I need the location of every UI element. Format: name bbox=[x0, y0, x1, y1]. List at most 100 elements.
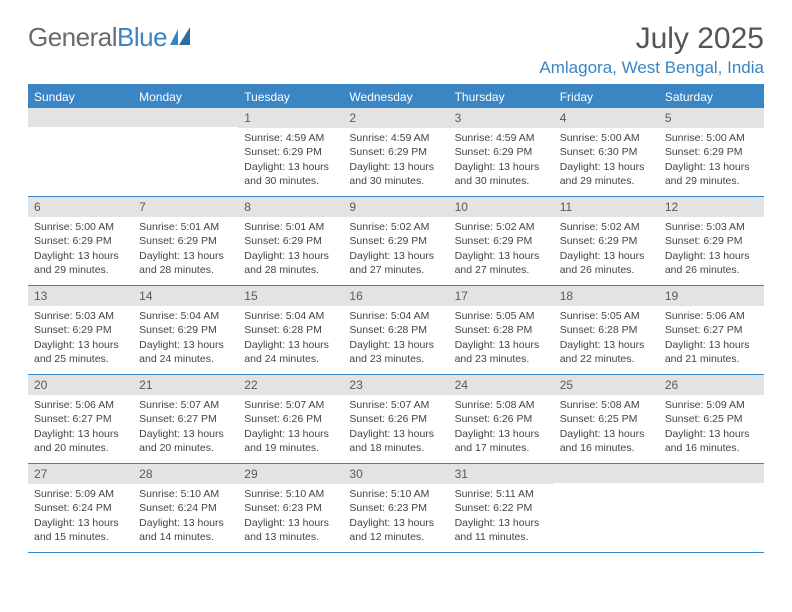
day-cell: 12Sunrise: 5:03 AMSunset: 6:29 PMDayligh… bbox=[659, 197, 764, 285]
day-line-sunrise: Sunrise: 5:09 AM bbox=[665, 398, 758, 412]
day-cell: 27Sunrise: 5:09 AMSunset: 6:24 PMDayligh… bbox=[28, 464, 133, 552]
weeks-container: 1 Sunrise: 4:59 AMSunset: 6:29 PMDaylight… bbox=[28, 108, 764, 553]
day-line-d2: and 21 minutes. bbox=[665, 352, 758, 366]
day-line-d1: Daylight: 13 hours bbox=[560, 249, 653, 263]
day-number: 29 bbox=[238, 464, 343, 484]
day-line-sunset: Sunset: 6:28 PM bbox=[244, 323, 337, 337]
day-content: Sunrise: 5:05 AMSunset: 6:28 PMDaylight:… bbox=[449, 306, 554, 372]
day-line-sunset: Sunset: 6:29 PM bbox=[560, 234, 653, 248]
day-number: 5 bbox=[659, 108, 764, 128]
day-number: 27 bbox=[28, 464, 133, 484]
logo: GeneralBlue bbox=[28, 22, 196, 53]
day-line-sunset: Sunset: 6:26 PM bbox=[244, 412, 337, 426]
day-content: Sunrise: 5:01 AMSunset: 6:29 PMDaylight:… bbox=[238, 217, 343, 283]
day-line-sunrise: Sunrise: 5:03 AM bbox=[665, 220, 758, 234]
day-line-sunset: Sunset: 6:29 PM bbox=[349, 145, 442, 159]
day-line-d1: Daylight: 13 hours bbox=[665, 338, 758, 352]
day-cell: 24Sunrise: 5:08 AMSunset: 6:26 PMDayligh… bbox=[449, 375, 554, 463]
day-number: 16 bbox=[343, 286, 448, 306]
title-block: July 2025 Amlagora, West Bengal, India bbox=[539, 22, 764, 78]
day-line-d2: and 27 minutes. bbox=[349, 263, 442, 277]
day-content: Sunrise: 5:03 AMSunset: 6:29 PMDaylight:… bbox=[659, 217, 764, 283]
day-number: 1 bbox=[238, 108, 343, 128]
day-line-d1: Daylight: 13 hours bbox=[244, 249, 337, 263]
day-header: Friday bbox=[554, 86, 659, 108]
day-line-d2: and 29 minutes. bbox=[34, 263, 127, 277]
day-line-sunset: Sunset: 6:30 PM bbox=[560, 145, 653, 159]
day-line-sunset: Sunset: 6:29 PM bbox=[665, 145, 758, 159]
day-content: Sunrise: 5:10 AMSunset: 6:24 PMDaylight:… bbox=[133, 484, 238, 550]
day-line-sunset: Sunset: 6:25 PM bbox=[560, 412, 653, 426]
day-content: Sunrise: 5:09 AMSunset: 6:24 PMDaylight:… bbox=[28, 484, 133, 550]
logo-text-blue: Blue bbox=[117, 22, 167, 53]
day-line-d1: Daylight: 13 hours bbox=[139, 338, 232, 352]
day-line-d1: Daylight: 13 hours bbox=[560, 338, 653, 352]
day-line-d1: Daylight: 13 hours bbox=[349, 249, 442, 263]
day-line-d2: and 30 minutes. bbox=[349, 174, 442, 188]
day-line-sunset: Sunset: 6:24 PM bbox=[34, 501, 127, 515]
day-cell: 15 Sunrise: 5:04 AMSunset: 6:28 PMDayligh… bbox=[238, 286, 343, 374]
day-number bbox=[659, 464, 764, 483]
day-number: 20 bbox=[28, 375, 133, 395]
logo-flag-icon bbox=[170, 27, 196, 47]
day-line-sunset: Sunset: 6:27 PM bbox=[665, 323, 758, 337]
day-line-sunset: Sunset: 6:29 PM bbox=[139, 323, 232, 337]
month-title: July 2025 bbox=[539, 22, 764, 56]
day-line-sunrise: Sunrise: 5:07 AM bbox=[244, 398, 337, 412]
day-number: 17 bbox=[449, 286, 554, 306]
day-line-d1: Daylight: 13 hours bbox=[244, 160, 337, 174]
day-content: Sunrise: 5:03 AMSunset: 6:29 PMDaylight:… bbox=[28, 306, 133, 372]
day-line-d2: and 27 minutes. bbox=[455, 263, 548, 277]
day-line-sunset: Sunset: 6:29 PM bbox=[34, 234, 127, 248]
day-content: Sunrise: 5:00 AMSunset: 6:29 PMDaylight:… bbox=[659, 128, 764, 194]
week-row: 20Sunrise: 5:06 AMSunset: 6:27 PMDayligh… bbox=[28, 375, 764, 464]
day-line-sunset: Sunset: 6:29 PM bbox=[139, 234, 232, 248]
day-number bbox=[554, 464, 659, 483]
day-cell: 20Sunrise: 5:06 AMSunset: 6:27 PMDayligh… bbox=[28, 375, 133, 463]
day-line-sunset: Sunset: 6:29 PM bbox=[665, 234, 758, 248]
day-line-sunset: Sunset: 6:29 PM bbox=[34, 323, 127, 337]
day-content: Sunrise: 5:04 AMSunset: 6:29 PMDaylight:… bbox=[133, 306, 238, 372]
day-line-d1: Daylight: 13 hours bbox=[455, 249, 548, 263]
day-content: Sunrise: 5:00 AMSunset: 6:30 PMDaylight:… bbox=[554, 128, 659, 194]
day-content: Sunrise: 5:07 AMSunset: 6:26 PMDaylight:… bbox=[343, 395, 448, 461]
day-line-d1: Daylight: 13 hours bbox=[244, 338, 337, 352]
day-line-d1: Daylight: 13 hours bbox=[455, 160, 548, 174]
day-line-d2: and 29 minutes. bbox=[665, 174, 758, 188]
day-line-d2: and 17 minutes. bbox=[455, 441, 548, 455]
day-number: 19 bbox=[659, 286, 764, 306]
day-number: 21 bbox=[133, 375, 238, 395]
day-line-sunrise: Sunrise: 5:00 AM bbox=[34, 220, 127, 234]
day-line-sunrise: Sunrise: 5:07 AM bbox=[139, 398, 232, 412]
day-cell: 21Sunrise: 5:07 AMSunset: 6:27 PMDayligh… bbox=[133, 375, 238, 463]
day-line-sunrise: Sunrise: 5:02 AM bbox=[455, 220, 548, 234]
day-header: Sunday bbox=[28, 86, 133, 108]
day-content: Sunrise: 5:08 AMSunset: 6:26 PMDaylight:… bbox=[449, 395, 554, 461]
day-line-sunset: Sunset: 6:26 PM bbox=[455, 412, 548, 426]
day-line-d1: Daylight: 13 hours bbox=[349, 427, 442, 441]
day-number: 12 bbox=[659, 197, 764, 217]
day-line-sunset: Sunset: 6:26 PM bbox=[349, 412, 442, 426]
day-line-d1: Daylight: 13 hours bbox=[455, 338, 548, 352]
day-line-d1: Daylight: 13 hours bbox=[455, 427, 548, 441]
day-cell: 19Sunrise: 5:06 AMSunset: 6:27 PMDayligh… bbox=[659, 286, 764, 374]
day-number: 8 bbox=[238, 197, 343, 217]
day-line-sunset: Sunset: 6:28 PM bbox=[560, 323, 653, 337]
day-line-d2: and 24 minutes. bbox=[244, 352, 337, 366]
day-header-row: SundayMondayTuesdayWednesdayThursdayFrid… bbox=[28, 86, 764, 108]
day-line-d1: Daylight: 13 hours bbox=[139, 249, 232, 263]
day-line-sunset: Sunset: 6:28 PM bbox=[349, 323, 442, 337]
day-cell: 13Sunrise: 5:03 AMSunset: 6:29 PMDayligh… bbox=[28, 286, 133, 374]
day-content: Sunrise: 5:11 AMSunset: 6:22 PMDaylight:… bbox=[449, 484, 554, 550]
day-cell: 11Sunrise: 5:02 AMSunset: 6:29 PMDayligh… bbox=[554, 197, 659, 285]
day-line-sunset: Sunset: 6:29 PM bbox=[349, 234, 442, 248]
day-line-d2: and 13 minutes. bbox=[244, 530, 337, 544]
day-line-sunrise: Sunrise: 5:04 AM bbox=[244, 309, 337, 323]
day-number: 15 bbox=[238, 286, 343, 306]
day-line-sunrise: Sunrise: 5:08 AM bbox=[455, 398, 548, 412]
day-number: 2 bbox=[343, 108, 448, 128]
day-content: Sunrise: 5:00 AMSunset: 6:29 PMDaylight:… bbox=[28, 217, 133, 283]
day-content: Sunrise: 4:59 AMSunset: 6:29 PMDaylight:… bbox=[449, 128, 554, 194]
day-cell: 14Sunrise: 5:04 AMSunset: 6:29 PMDayligh… bbox=[133, 286, 238, 374]
day-line-sunset: Sunset: 6:25 PM bbox=[665, 412, 758, 426]
